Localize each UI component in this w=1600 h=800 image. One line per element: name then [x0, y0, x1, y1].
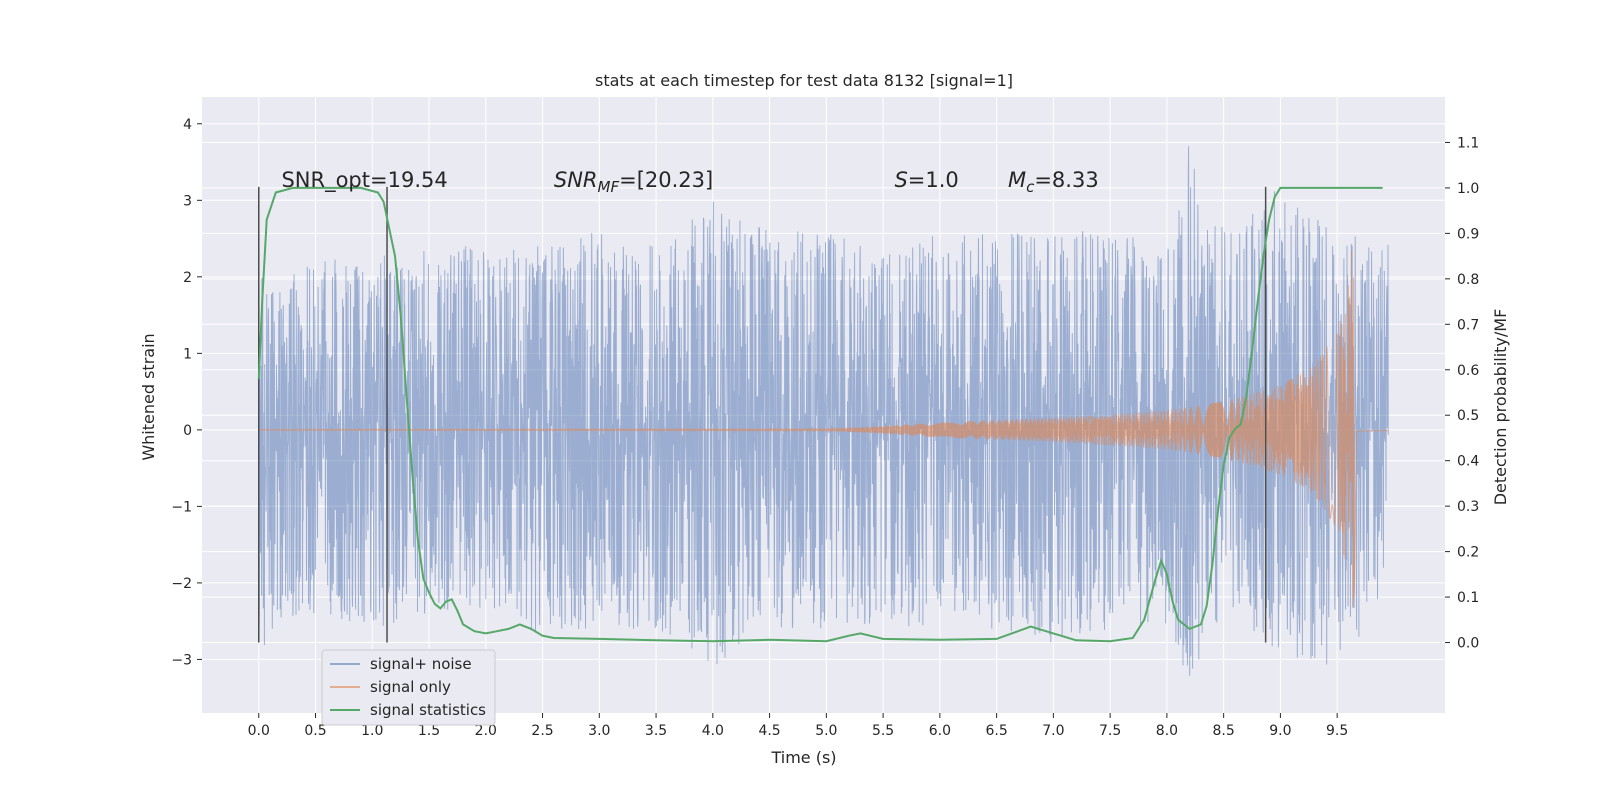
y-tick-label: 1 [183, 346, 192, 362]
x-tick-label: 4.0 [702, 723, 724, 739]
y-tick-label: 3 [183, 193, 192, 209]
signal-statistics-line [257, 186, 1383, 643]
chart-title: stats at each timestep for test data 813… [595, 71, 1013, 90]
y2-axis-ticks: 0.0 0.1 0.2 0.3 0.4 0.5 0.6 0.7 0.8 0.9 1.0 1.1 [1445, 135, 1479, 652]
y2-tick-label: 0.1 [1457, 590, 1479, 606]
x-axis-label: Time (s) [770, 748, 836, 767]
x-tick-label: 6.5 [985, 723, 1007, 739]
legend-label-signal-statistics: signal statistics [370, 701, 486, 719]
y2-tick-label: 0.5 [1457, 408, 1479, 424]
x-tick-label: 3.5 [645, 723, 667, 739]
x-tick-label: 1.5 [418, 723, 440, 739]
y2-tick-label: 0.0 [1457, 636, 1479, 652]
x-tick-label: 1.0 [361, 723, 383, 739]
x-tick-label: 0.0 [248, 723, 270, 739]
y-tick-label: −3 [171, 652, 192, 668]
x-tick-label: 5.0 [815, 723, 837, 739]
x-tick-label: 7.5 [1099, 723, 1121, 739]
y-axis-ticks: −3 −2 −1 0 1 2 3 4 [171, 117, 202, 668]
y2-tick-label: 0.9 [1457, 226, 1479, 242]
y-tick-label: 0 [183, 423, 192, 439]
signal-only-line [258, 250, 1389, 607]
y2-tick-label: 0.7 [1457, 317, 1479, 333]
x-tick-label: 2.0 [475, 723, 497, 739]
annotations: SNR_opt=19.54 SNRMF=[20.23] S=1.0 Mc=8.33 [281, 168, 1098, 196]
annotation-3: Mc=8.33 [1008, 168, 1099, 196]
x-tick-label: 3.0 [588, 723, 610, 739]
y-axis-label: Whitened strain [139, 333, 158, 460]
x-axis-ticks: 0.0 0.5 1.0 1.5 2.0 2.5 3.0 3.5 4.0 4.5 5.0 5.5 6.0 6… [248, 713, 1348, 739]
y2-tick-label: 0.6 [1457, 363, 1479, 379]
x-tick-label: 2.5 [531, 723, 553, 739]
annotation-1: SNRMF=[20.23] [554, 168, 713, 196]
y2-tick-label: 0.3 [1457, 499, 1479, 515]
x-tick-label: 4.5 [758, 723, 780, 739]
y2-tick-label: 1.0 [1457, 181, 1479, 197]
legend: signal+ noise signal only signal statist… [321, 649, 496, 726]
x-tick-label: 9.5 [1326, 723, 1348, 739]
series-signal-only [258, 250, 1389, 607]
y2-tick-label: 1.1 [1457, 135, 1479, 151]
vertical-markers [258, 186, 1267, 643]
y-tick-label: 2 [183, 270, 192, 286]
x-tick-label: 8.0 [1156, 723, 1178, 739]
x-tick-label: 8.5 [1213, 723, 1235, 739]
x-tick-label: 7.0 [1042, 723, 1064, 739]
x-tick-label: 0.5 [304, 723, 326, 739]
x-tick-label: 9.0 [1269, 723, 1291, 739]
legend-label-signal-noise: signal+ noise [370, 655, 472, 673]
y-tick-label: −1 [171, 499, 192, 515]
x-tick-label: 5.5 [872, 723, 894, 739]
annotation-2: S=1.0 [894, 168, 958, 192]
y2-tick-label: 0.4 [1457, 454, 1479, 470]
y2-tick-label: 0.2 [1457, 545, 1479, 561]
legend-label-signal-only: signal only [370, 678, 451, 696]
series-signal-statistics [257, 186, 1383, 643]
y-tick-label: 4 [183, 117, 192, 133]
signal-noise-line [258, 146, 1389, 676]
y2-axis-label: Detection probability/MF [1491, 309, 1510, 506]
legend-frame [321, 649, 496, 726]
y2-tick-label: 0.8 [1457, 272, 1479, 288]
y-tick-label: −2 [171, 576, 192, 592]
annotation-0: SNR_opt=19.54 [281, 168, 447, 193]
x-tick-label: 6.0 [929, 723, 951, 739]
series-signal-noise [258, 146, 1389, 676]
